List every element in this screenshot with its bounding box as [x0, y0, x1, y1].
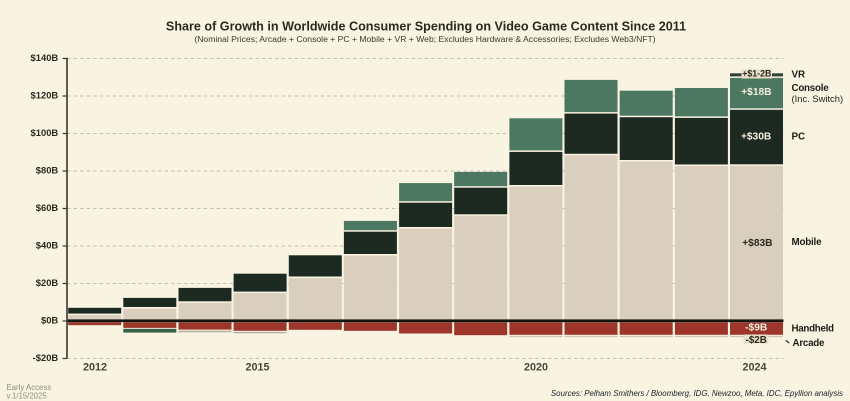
svg-text:PC: PC: [792, 132, 806, 143]
svg-text:VR: VR: [792, 69, 806, 80]
svg-text:Console: Console: [792, 83, 830, 94]
svg-text:+$30B: +$30B: [741, 132, 771, 143]
svg-text:-$2B: -$2B: [746, 335, 767, 346]
svg-text:Sources: Pelham Smithers / Blo: Sources: Pelham Smithers / Bloomberg, ID…: [551, 389, 843, 398]
svg-text:$120B: $120B: [31, 90, 59, 101]
svg-text:Mobile: Mobile: [792, 237, 823, 248]
svg-text:2024: 2024: [742, 362, 766, 374]
svg-text:$80B: $80B: [36, 165, 59, 176]
svg-text:Handheld: Handheld: [792, 324, 835, 335]
svg-text:+$83B: +$83B: [742, 238, 772, 249]
svg-text:Share of Growth in Worldwide C: Share of Growth in Worldwide Consumer Sp…: [166, 20, 686, 34]
svg-text:2020: 2020: [524, 362, 548, 374]
svg-text:2012: 2012: [83, 362, 107, 374]
svg-text:+$1-2B: +$1-2B: [742, 69, 771, 79]
svg-text:-$9B: -$9B: [745, 323, 767, 334]
svg-text:$20B: $20B: [36, 277, 59, 288]
svg-text:Arcade: Arcade: [793, 338, 826, 349]
svg-text:-$20B: -$20B: [33, 352, 59, 363]
svg-text:v.1/15/2025: v.1/15/2025: [7, 392, 48, 401]
svg-text:$140B: $140B: [31, 52, 59, 63]
svg-text:$100B: $100B: [31, 127, 59, 138]
svg-text:+$18B: +$18B: [741, 87, 771, 98]
svg-text:Early Access: Early Access: [7, 383, 52, 392]
svg-text:$60B: $60B: [36, 202, 59, 213]
svg-text:(Nominal Prices; Arcade + Cons: (Nominal Prices; Arcade + Console + PC +…: [194, 34, 655, 44]
svg-text:$40B: $40B: [36, 240, 59, 251]
svg-text:2015: 2015: [245, 362, 269, 374]
svg-text:$0B: $0B: [41, 315, 58, 326]
svg-text:(Inc. Switch): (Inc. Switch): [792, 93, 844, 104]
